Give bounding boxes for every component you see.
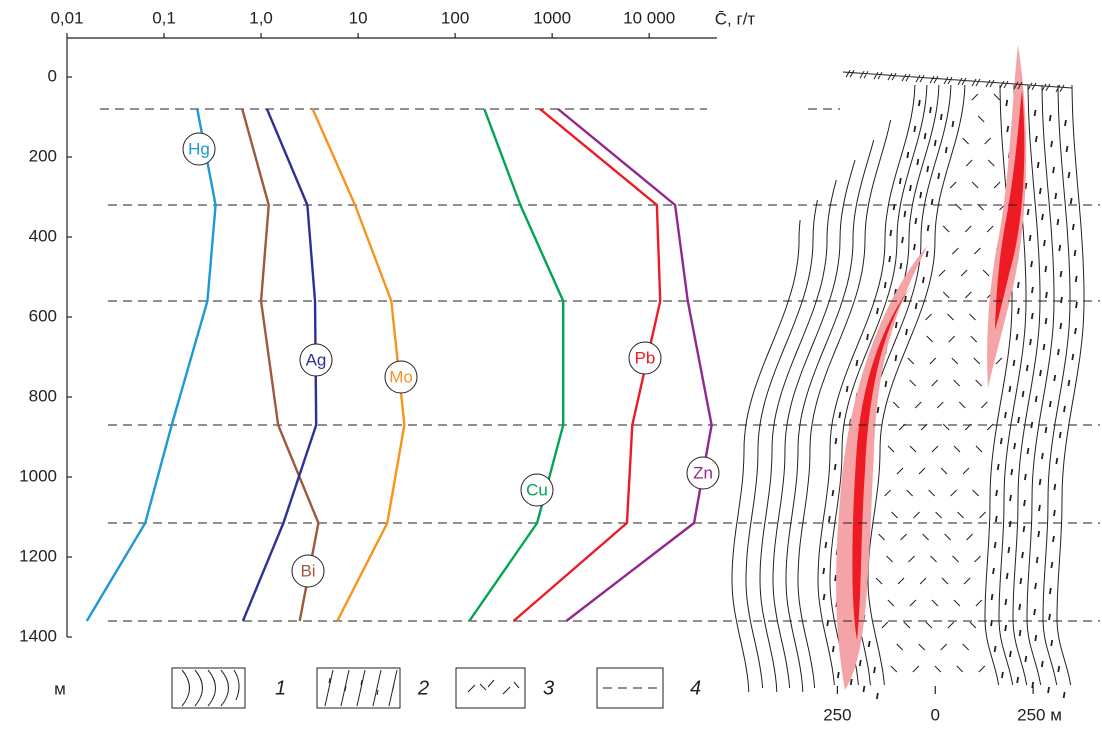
legend-pattern [324,669,398,707]
series-label: Pb [635,348,656,367]
section-tick-label: 0 [931,705,940,724]
strata-line [759,179,837,693]
legend-pattern [181,669,240,707]
series-label: Zn [693,463,713,482]
y-tick-label: 1400 [19,626,57,645]
strata-line [829,84,928,686]
series-label-circle [182,132,216,166]
y-tick-label: 600 [29,306,57,325]
ore-halo [836,245,928,690]
y-tick-label: 200 [29,146,57,165]
series-label-circle [520,473,554,507]
strata-line [867,84,966,686]
legend [171,667,664,709]
series-label: Ag [306,350,327,369]
series-label: Hg [188,139,210,158]
strata-line [785,139,875,693]
legend-label: 2 [417,677,429,699]
legend-box [455,667,526,709]
strata-line [772,159,856,689]
legend-box [596,667,664,709]
ore-core [852,285,912,640]
section-tick-label: 250 м [1017,705,1062,724]
cross-section: 250 0 250 м [731,45,1085,724]
strata-line [1026,84,1055,686]
legend-box [316,667,401,709]
y-tick-label: 800 [29,386,57,405]
strata-line [745,199,818,689]
y-unit: м [54,679,66,698]
series-line [468,108,565,622]
series-label-circle [299,343,333,377]
series-label-circle [291,554,325,588]
series-label-circle [384,360,418,394]
y-tick-label: 400 [29,226,57,245]
x-tick-label: 1000 [533,8,571,27]
section-tick-label: 250 [823,705,851,724]
series-label: Mo [389,367,413,386]
surface [842,69,1073,93]
y-tick-label: 0 [48,66,57,85]
legend-label: 4 [690,677,701,699]
strata-line [984,84,1013,686]
legend-label: 3 [543,677,554,699]
series-label-circle [628,341,662,375]
x-tick-label: 10 [349,8,368,27]
series-label-circle [686,456,720,490]
series-line [557,108,713,622]
strata-line [1056,84,1085,686]
series-label: Bi [300,561,315,580]
strata-line [1042,84,1071,686]
x-tick-label: 10 000 [623,8,675,27]
x-tick-label: 100 [441,8,469,27]
series-label: Cu [526,480,548,499]
legend-pattern [467,679,520,695]
y-tick-label: 1000 [19,466,57,485]
strata-line [797,119,892,689]
x-axis-label: C̄, г/т [715,9,756,28]
x-tick-label: 1,0 [249,8,273,27]
y-tick-label: 1200 [19,546,57,565]
ore-core [995,90,1025,330]
series-line [241,108,320,622]
strata-line [1012,84,1041,686]
strata-line [731,219,801,693]
legend-label: 1 [275,677,286,699]
x-tick-label: 0,01 [50,8,83,27]
strata-line [817,84,916,686]
legend-box [171,667,246,709]
volcanic-dashes [875,93,1012,673]
x-tick-label: 0,1 [152,8,176,27]
series-line [85,108,217,622]
